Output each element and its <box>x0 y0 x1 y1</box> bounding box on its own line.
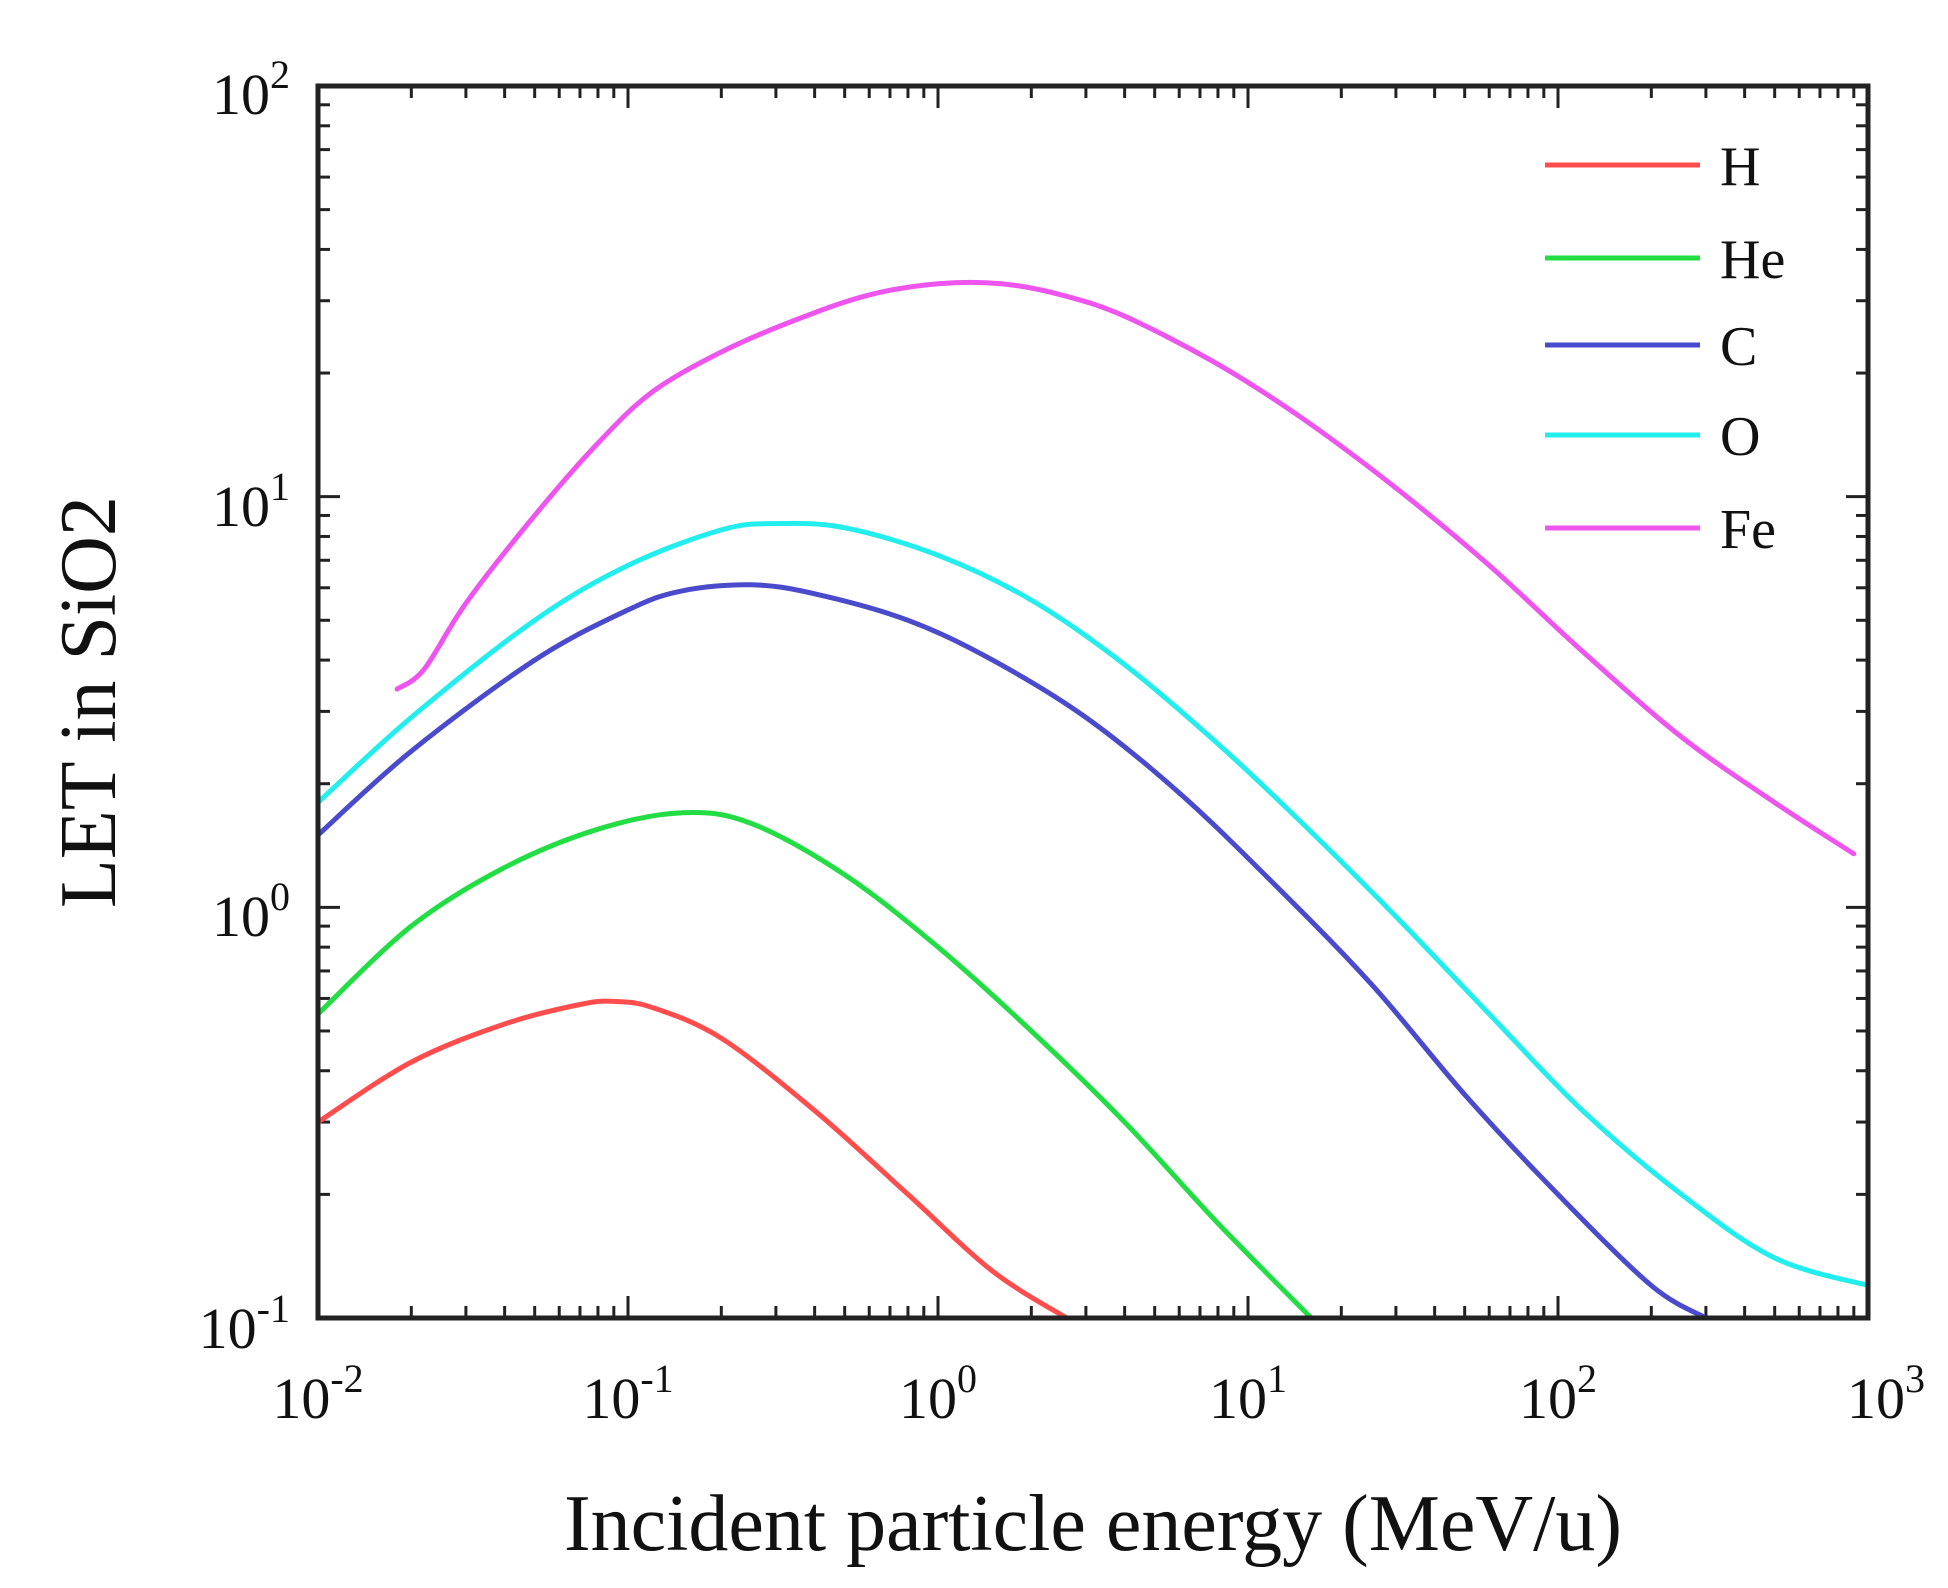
x-tick-label-3: 101 <box>1209 1356 1287 1431</box>
y-tick-label-3: 102 <box>212 52 290 127</box>
x-tick-label-4: 102 <box>1519 1356 1597 1431</box>
legend-label-h: H <box>1720 136 1760 198</box>
legend-label-fe: Fe <box>1720 499 1776 561</box>
x-tick-label-5: 103 <box>1847 1356 1925 1431</box>
series-line-c <box>315 582 1709 1321</box>
series-line-h <box>315 998 1070 1321</box>
series-layer <box>315 279 1871 1321</box>
legend-label-c: C <box>1720 316 1757 378</box>
x-tick-label-2: 100 <box>899 1356 977 1431</box>
x-tick-label-1: 10-1 <box>582 1356 673 1431</box>
series-line-fe <box>394 279 1857 857</box>
y-tick-label-1: 100 <box>212 874 290 949</box>
y-axis-title: LET in SiO2 <box>45 496 133 908</box>
legend: H He C O Fe <box>1545 136 1785 561</box>
plot-frame <box>315 83 1871 1321</box>
legend-label-o: O <box>1720 406 1760 468</box>
x-tick-label-0: 10-2 <box>272 1356 363 1431</box>
x-axis-title: Incident particle energy (MeV/u) <box>564 1480 1622 1568</box>
y-tick-label-0: 10-1 <box>199 1286 290 1361</box>
series-line-he <box>315 809 1314 1321</box>
legend-label-he: He <box>1720 229 1785 291</box>
series-line-o <box>315 520 1871 1288</box>
y-tick-label-2: 101 <box>212 464 290 539</box>
